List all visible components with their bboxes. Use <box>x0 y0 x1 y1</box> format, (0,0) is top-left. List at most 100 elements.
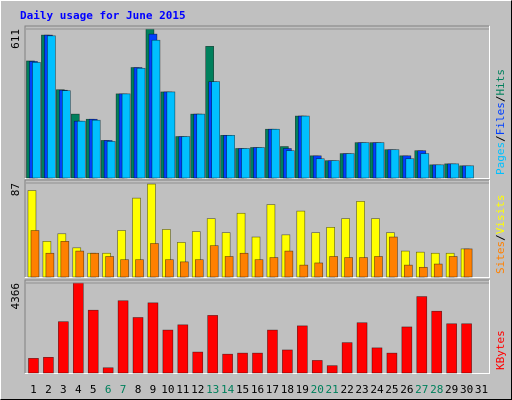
bar <box>404 264 413 278</box>
bar <box>360 142 370 179</box>
bar <box>207 315 218 374</box>
bar <box>416 296 428 374</box>
x-tick-label: 25 <box>385 383 398 396</box>
bar <box>30 230 40 278</box>
bar <box>241 148 250 179</box>
x-tick-label: 20 <box>311 383 324 396</box>
bar <box>120 259 129 278</box>
x-tick-label: 18 <box>281 383 294 396</box>
bar <box>60 241 70 278</box>
x-tick-label: 12 <box>191 383 204 396</box>
bar <box>311 360 323 374</box>
bar <box>252 352 263 374</box>
x-tick-label: 27 <box>415 383 428 396</box>
x-tick-label: 26 <box>400 383 413 396</box>
panel-frame <box>25 26 490 179</box>
x-tick-label: 21 <box>326 383 339 396</box>
legend: Pages/Files/Hits <box>494 69 507 175</box>
bar <box>356 322 368 374</box>
bar <box>177 324 189 374</box>
panel-frame <box>25 280 490 374</box>
bar <box>463 248 473 278</box>
bar <box>267 329 278 374</box>
bar <box>32 62 41 179</box>
x-tick-label: 3 <box>60 383 67 396</box>
x-tick-label: 9 <box>150 383 157 396</box>
bar <box>87 309 99 374</box>
legend-separator: / <box>494 96 507 103</box>
x-tick-label: 1 <box>30 383 37 396</box>
panel-frame <box>24 25 489 178</box>
bar <box>405 158 415 179</box>
bar <box>448 256 458 278</box>
x-tick-label: 31 <box>475 383 488 396</box>
bar <box>271 128 280 179</box>
bar <box>314 262 324 278</box>
bar <box>75 250 85 278</box>
x-tick-label: 19 <box>296 383 309 396</box>
bar <box>386 352 398 374</box>
bar <box>359 257 368 278</box>
bar <box>450 163 459 179</box>
bar <box>105 256 114 278</box>
bar <box>62 90 71 179</box>
legend-entry: Hits <box>494 69 507 96</box>
bar <box>461 323 472 374</box>
bar <box>371 347 383 374</box>
x-tick-label: 5 <box>90 383 97 396</box>
bar <box>254 259 264 278</box>
bar <box>297 325 308 374</box>
bar <box>147 302 159 374</box>
bar <box>28 358 39 374</box>
bar <box>345 153 355 179</box>
bar <box>45 252 55 278</box>
bar <box>102 367 114 374</box>
x-tick-label: 17 <box>266 383 279 396</box>
bar <box>117 300 129 374</box>
bar <box>401 326 413 374</box>
bar <box>47 35 56 179</box>
legend: Sites/Visits <box>494 195 507 275</box>
bar <box>151 39 161 179</box>
bar <box>418 266 428 278</box>
bar <box>43 356 54 374</box>
bar <box>315 158 325 179</box>
bar <box>132 317 144 374</box>
bar <box>389 236 398 278</box>
x-tick-label: 28 <box>430 383 443 396</box>
bar <box>446 323 457 374</box>
panel-frame <box>24 179 489 277</box>
panel-frame <box>24 279 489 373</box>
bar <box>329 256 338 278</box>
x-tick-label: 2 <box>45 383 52 396</box>
bar <box>326 365 338 374</box>
bar <box>390 149 400 179</box>
bar <box>211 81 220 179</box>
bar <box>222 353 233 374</box>
x-tick-label: 30 <box>460 383 473 396</box>
bar <box>433 263 443 278</box>
bar <box>284 250 294 278</box>
bar <box>196 113 206 179</box>
x-tick-label: 15 <box>236 383 249 396</box>
bar <box>301 115 310 179</box>
bar <box>76 120 86 179</box>
panel-frame <box>25 180 490 278</box>
x-tick-label: 16 <box>251 383 264 396</box>
x-tick-label: 23 <box>355 383 368 396</box>
legend-entry: Sites <box>494 241 507 274</box>
bar <box>72 282 84 374</box>
bar <box>341 342 353 374</box>
x-tick-label: 8 <box>135 383 142 396</box>
bar <box>256 147 265 179</box>
bar <box>106 141 116 179</box>
bar <box>180 261 189 278</box>
bar <box>136 67 146 179</box>
y-tick-label: 87 <box>9 183 22 196</box>
bar <box>192 351 204 374</box>
x-tick-label: 11 <box>176 383 189 396</box>
legend-entry: Visits <box>494 195 507 235</box>
bar <box>330 160 340 179</box>
